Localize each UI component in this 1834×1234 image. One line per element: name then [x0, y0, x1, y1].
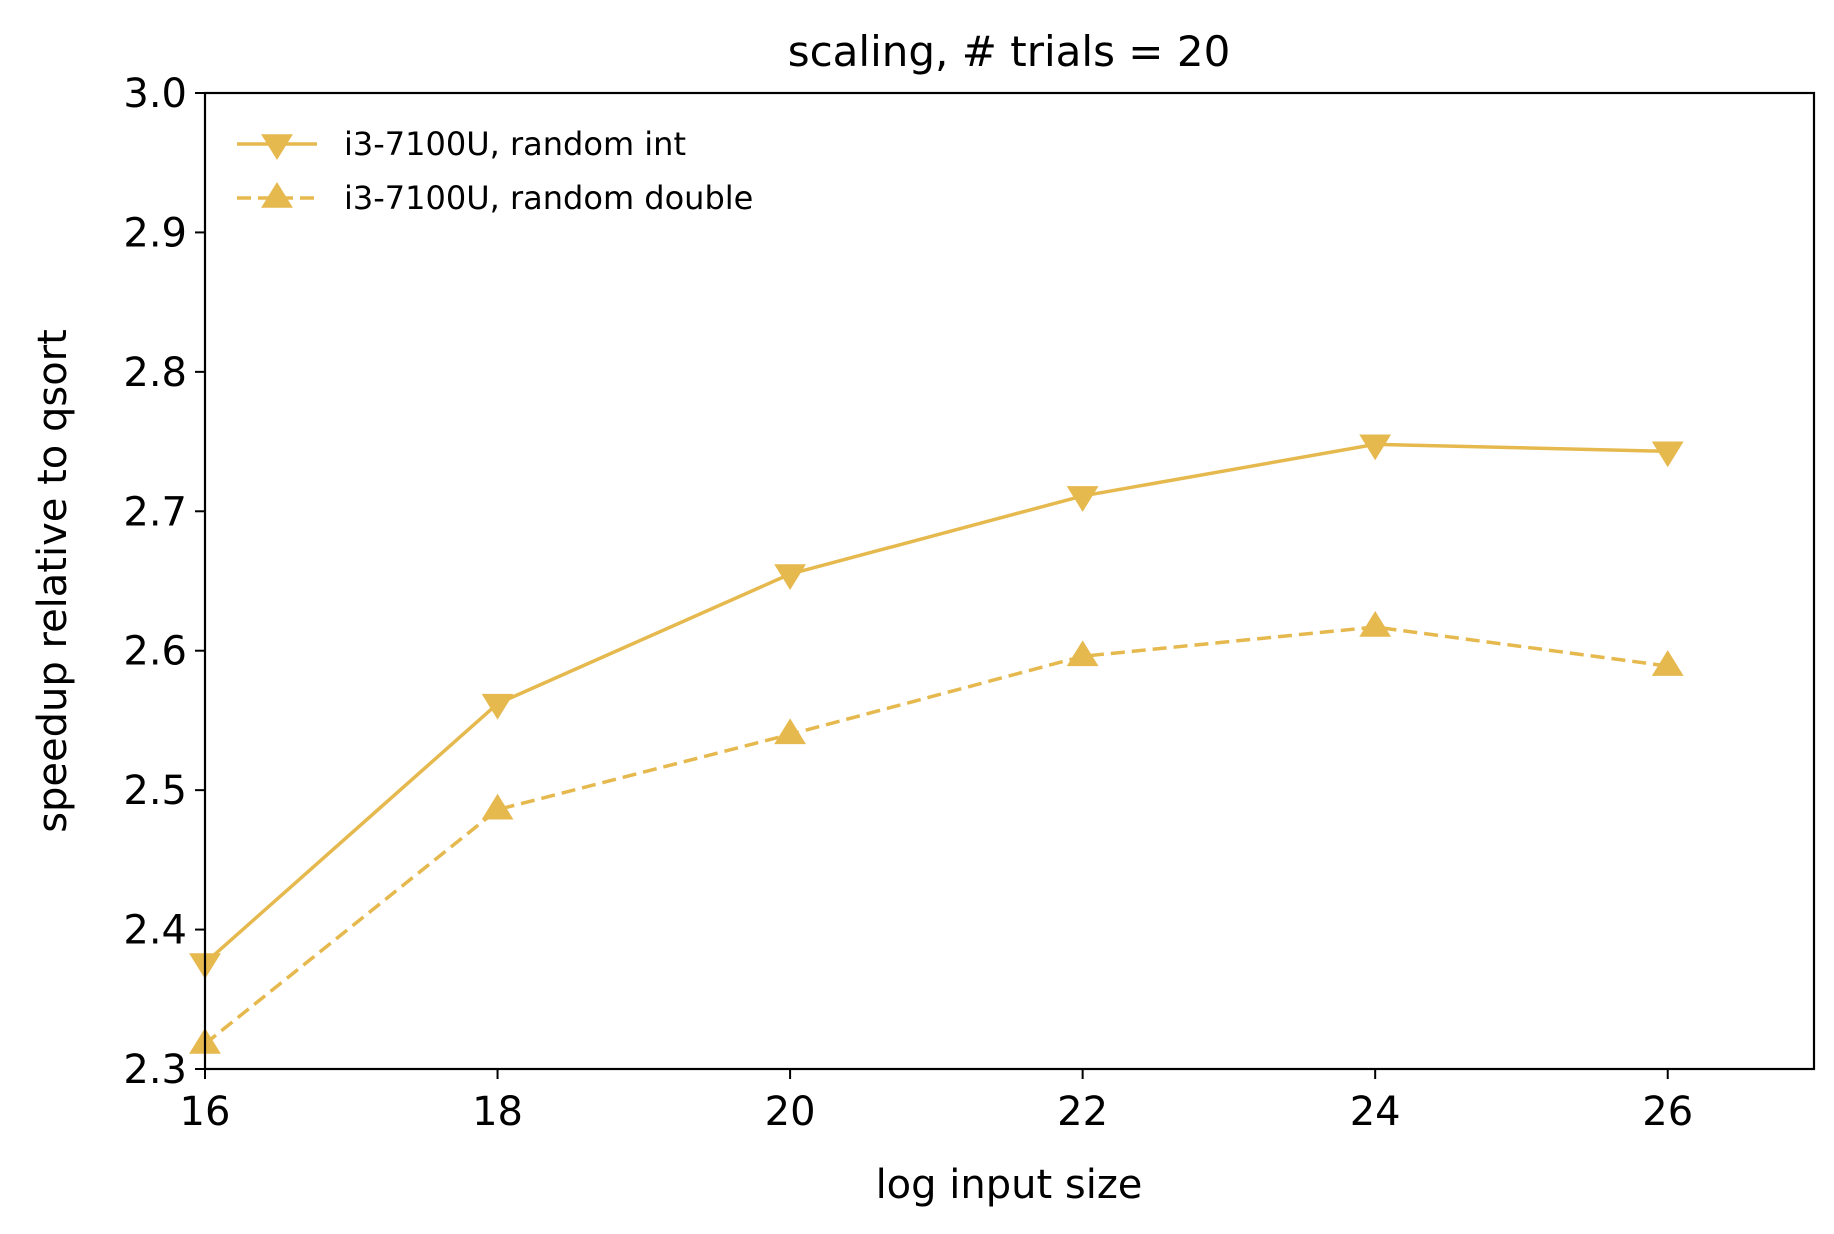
x-tick-label-6: 26	[1642, 1089, 1693, 1135]
y-tick-label-4: 2.6	[123, 629, 187, 675]
plot-frame	[203, 91, 1816, 1071]
plot-area	[189, 434, 1684, 1054]
data-point-s1-3	[774, 564, 806, 590]
y-tick-label-2: 2.4	[123, 908, 187, 954]
y-tick-label-7: 2.9	[123, 210, 187, 256]
data-point-s2-4	[1066, 640, 1099, 667]
x-tick-label-5: 24	[1350, 1089, 1401, 1135]
y-tick-label-3: 2.5	[123, 768, 187, 814]
series-line-2	[203, 625, 1668, 1046]
y-tick-label-5: 2.7	[123, 489, 187, 535]
x-axis-label: log input size	[876, 1162, 1143, 1208]
data-point-s2-6	[1651, 650, 1684, 676]
y-tick-label-6: 2.8	[123, 350, 187, 396]
legend-marker-1	[261, 134, 293, 160]
data-point-s1-5	[1359, 434, 1392, 461]
y-tick-label-8: 3.0	[123, 71, 187, 117]
chart-title: scaling, # trials = 20	[788, 27, 1231, 76]
y-tick-label-1: 2.3	[123, 1047, 187, 1093]
x-tick-label-4: 22	[1057, 1089, 1108, 1135]
series-line-1	[203, 442, 1668, 965]
legend-marker-2	[261, 182, 293, 208]
data-point-s1-4	[1066, 486, 1099, 512]
axes-ticks: 16 18 20 22 24 26 2.3 2.4 2.5 2.6 2.7 2.8 2.9 3.0	[123, 71, 1693, 1135]
data-point-s1-2	[481, 693, 514, 720]
x-tick-label-2: 18	[472, 1089, 523, 1135]
data-point-s1-6	[1651, 441, 1684, 468]
y-axis-label: speedup relative to qsort	[30, 329, 76, 833]
legend-label-2: i3-7100U, random double	[344, 179, 753, 217]
legend-label-1: i3-7100U, random int	[344, 125, 686, 163]
data-point-s2-3	[774, 718, 806, 745]
data-point-s2-2	[481, 793, 514, 820]
data-point-s2-5	[1359, 611, 1392, 637]
x-tick-label-3: 20	[765, 1089, 816, 1135]
legend: i3-7100U, random int i3-7100U, random dou…	[237, 125, 753, 217]
x-tick-label-1: 16	[180, 1089, 231, 1135]
